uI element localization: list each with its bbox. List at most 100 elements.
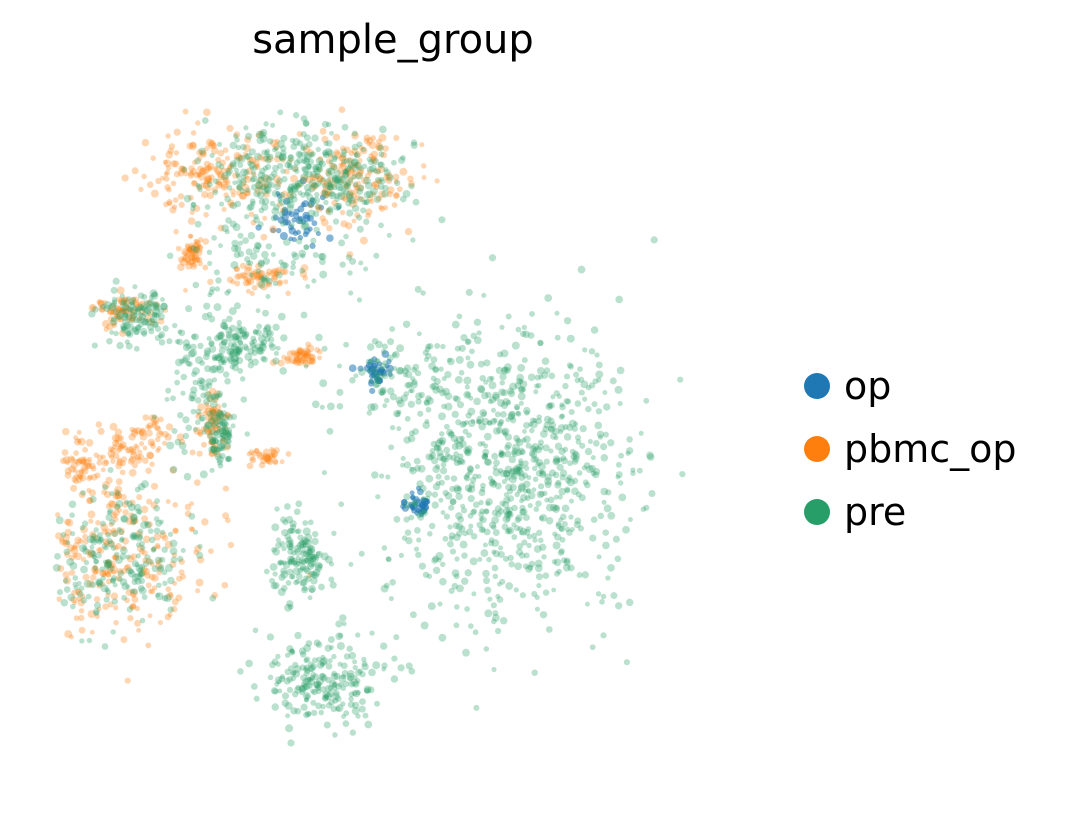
point-pbmc_op <box>59 537 65 543</box>
point-pre <box>534 383 540 389</box>
point-pre <box>582 396 588 402</box>
point-pbmc_op <box>55 532 63 540</box>
point-pre <box>320 654 326 660</box>
point-pbmc_op <box>271 274 278 281</box>
point-pre <box>120 515 128 523</box>
point-pre <box>304 697 310 703</box>
point-pbmc_op <box>67 544 75 552</box>
point-pre <box>355 632 361 638</box>
point-pre <box>491 666 497 673</box>
point-pre <box>171 322 178 329</box>
point-pbmc_op <box>86 456 93 463</box>
point-pbmc_op <box>78 626 86 634</box>
point-pre <box>375 494 381 500</box>
point-pre <box>566 529 573 536</box>
point-pbmc_op <box>150 155 156 161</box>
point-pre <box>481 391 489 400</box>
point-pre <box>332 692 340 701</box>
point-pbmc_op <box>149 561 155 567</box>
point-pbmc_op <box>188 142 197 151</box>
point-op <box>418 503 424 509</box>
point-pre <box>156 582 162 588</box>
point-pbmc_op <box>246 278 252 284</box>
point-pbmc_op <box>262 452 269 459</box>
point-pbmc_op <box>56 596 63 602</box>
point-pre <box>470 477 477 484</box>
point-pre <box>408 183 415 190</box>
point-pre <box>518 482 526 491</box>
point-pre <box>614 385 623 394</box>
point-pbmc_op <box>261 155 269 163</box>
point-pre <box>579 442 586 449</box>
point-pbmc_op <box>210 444 219 453</box>
point-pre <box>506 527 513 534</box>
point-pre <box>253 695 260 702</box>
point-pbmc_op <box>365 208 373 216</box>
point-pre <box>375 169 381 175</box>
point-pre <box>523 528 531 536</box>
point-pre <box>562 423 569 431</box>
point-pre <box>237 232 244 239</box>
point-pre <box>443 513 450 520</box>
point-pre <box>346 209 354 217</box>
point-pre <box>54 553 61 560</box>
point-pre <box>558 487 567 496</box>
point-pre <box>303 363 309 369</box>
point-op <box>288 224 294 231</box>
point-pre <box>625 598 634 607</box>
point-pre <box>501 366 508 373</box>
point-pbmc_op <box>80 464 88 472</box>
point-pre <box>492 613 500 622</box>
point-pbmc_op <box>244 189 251 196</box>
point-pre <box>458 344 466 352</box>
point-pre <box>509 483 517 492</box>
point-pbmc_op <box>207 433 214 441</box>
point-pre <box>470 533 478 540</box>
point-pre <box>442 387 451 396</box>
point-pre <box>305 555 313 564</box>
point-pre <box>403 493 411 501</box>
point-pbmc_op <box>292 350 301 359</box>
point-pbmc_op <box>341 167 350 175</box>
point-pre <box>343 341 349 348</box>
point-pbmc_op <box>171 204 178 210</box>
point-pbmc_op <box>164 184 171 191</box>
point-pbmc_op <box>189 141 197 149</box>
point-pbmc_op <box>205 164 212 172</box>
point-pbmc_op <box>260 282 268 291</box>
point-pre <box>544 294 553 302</box>
point-pre <box>576 470 583 476</box>
point-pbmc_op <box>113 312 121 320</box>
point-pre <box>251 349 258 356</box>
point-pbmc_op <box>150 482 159 490</box>
point-pbmc_op <box>201 191 209 199</box>
point-pbmc_op <box>242 144 251 153</box>
point-pre <box>397 367 405 375</box>
point-pre <box>535 417 543 425</box>
point-pbmc_op <box>207 165 213 172</box>
point-pre <box>321 345 328 352</box>
point-pre <box>277 140 285 149</box>
point-pbmc_op <box>166 199 173 206</box>
point-pbmc_op <box>277 279 283 285</box>
point-pbmc_op <box>268 452 275 459</box>
point-pre <box>427 531 433 537</box>
point-pre <box>442 489 449 497</box>
point-pre <box>519 592 526 599</box>
point-pbmc_op <box>305 176 314 184</box>
point-pre <box>464 384 470 390</box>
point-pre <box>321 182 328 189</box>
point-pre <box>356 141 363 148</box>
point-pre <box>80 565 88 574</box>
point-pbmc_op <box>89 462 96 470</box>
point-pre <box>640 506 647 512</box>
point-pre <box>286 645 294 653</box>
point-pre <box>432 483 441 491</box>
point-pre <box>467 419 476 428</box>
point-pbmc_op <box>284 356 292 365</box>
point-pre <box>225 456 231 462</box>
point-pbmc_op <box>76 438 82 444</box>
point-pbmc_op <box>156 445 162 452</box>
point-pre <box>554 533 562 541</box>
